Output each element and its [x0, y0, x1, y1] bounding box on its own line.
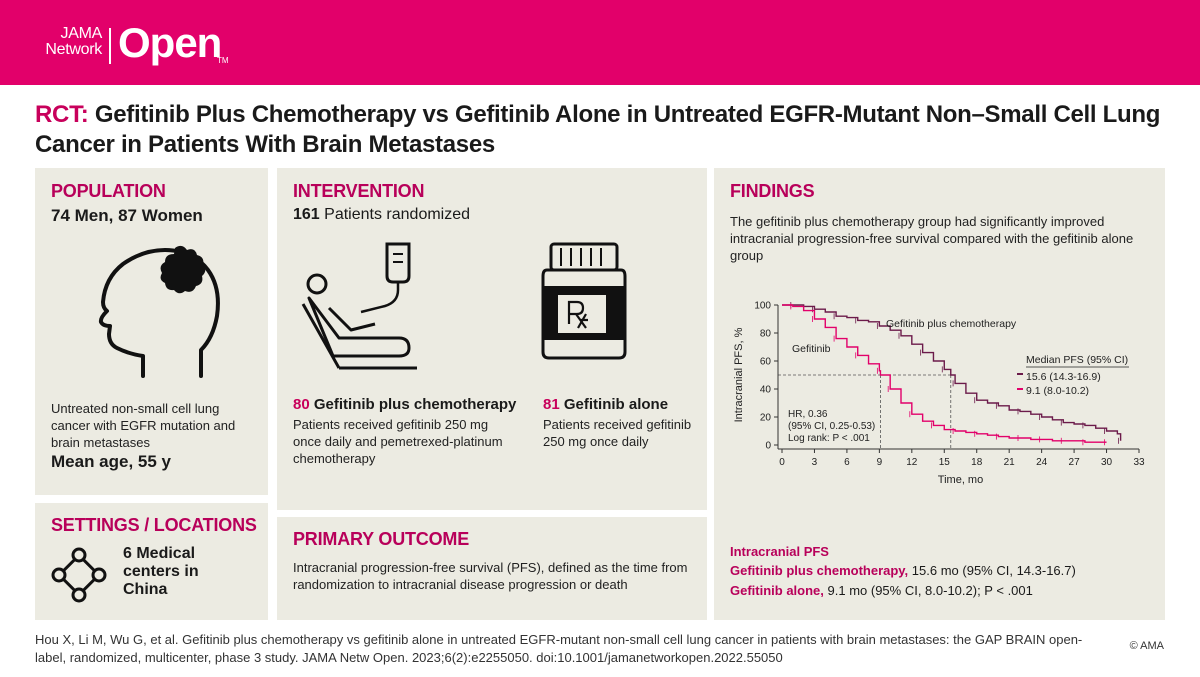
x-tick-label: 30 — [1101, 457, 1113, 468]
settings-panel: SETTINGS / LOCATIONS 6 Medical centers i… — [35, 503, 268, 620]
primary-outcome-text: Intracranial progression-free survival (… — [293, 560, 688, 592]
series-label-alone: Gefitinib — [792, 343, 831, 355]
x-tick-label: 15 — [939, 457, 951, 468]
findings-results: Intracranial PFS Gefitinib plus chemothe… — [730, 542, 1150, 601]
results-heading: Intracranial PFS — [730, 544, 829, 559]
settings-text: 6 Medical centers in China — [123, 545, 199, 598]
x-tick-label: 0 — [779, 457, 785, 468]
findings-heading: FINDINGS — [730, 181, 815, 201]
arm2-description: Patients received gefitinib 250 mg once … — [543, 417, 692, 449]
arm1-count: 80 — [293, 396, 310, 413]
arm1-name: Gefitinib plus chemotherapy — [313, 396, 517, 413]
findings-panel: FINDINGS The gefitinib plus chemotherapy… — [714, 168, 1165, 620]
arm2-count: 81 — [543, 396, 560, 413]
population-mean-age: Mean age, 55 y — [51, 452, 172, 471]
x-tick-label: 18 — [971, 457, 983, 468]
km-curve-chemo — [782, 304, 1122, 441]
hr-line2: (95% CI, 0.25-0.53) — [788, 421, 875, 432]
study-type-tag: RCT: — [35, 101, 89, 128]
primary-outcome-panel: PRIMARY OUTCOME Intracranial progression… — [277, 517, 707, 620]
copyright: © AMA — [1129, 640, 1164, 652]
hr-line1: HR, 0.36 — [788, 409, 828, 420]
page-title: RCT: Gefitinib Plus Chemotherapy vs Gefi… — [35, 100, 1175, 160]
population-heading: POPULATION — [51, 181, 166, 201]
x-tick-label: 21 — [1004, 457, 1016, 468]
y-tick-label: 60 — [760, 357, 772, 368]
result2-label: Gefitinib alone, — [730, 583, 824, 598]
logo-trademark: TM — [217, 56, 229, 65]
head-tumor-icon — [53, 238, 243, 388]
median-pfs-chemo: 15.6 (14.3-16.9) — [1026, 371, 1101, 383]
arm1-description: Patients received gefitinib 250 mg once … — [293, 417, 503, 466]
hr-line3: Log rank: P < .001 — [788, 433, 870, 444]
population-panel: POPULATION 74 Men, 87 Women Untreated no… — [35, 168, 268, 495]
y-axis-label: Intracranial PFS, % — [733, 327, 745, 422]
network-nodes-icon — [51, 547, 107, 603]
y-tick-label: 0 — [765, 441, 771, 452]
header-bar: JAMA Network Open TM — [0, 0, 1200, 85]
logo-line-network: Network — [45, 41, 102, 58]
x-tick-label: 33 — [1133, 457, 1145, 468]
x-tick-label: 9 — [877, 457, 883, 468]
series-label-chemo: Gefitinib plus chemotherapy — [886, 318, 1017, 330]
x-tick-label: 3 — [812, 457, 818, 468]
citation: Hou X, Li M, Wu G, et al. Gefitinib plus… — [35, 632, 1083, 665]
prescription-bottle-icon — [539, 240, 629, 360]
title-text: Gefitinib Plus Chemotherapy vs Gefitinib… — [35, 101, 1161, 158]
arm1-title: 80 Gefitinib plus chemotherapy — [293, 396, 516, 413]
result1-value: 15.6 mo (95% CI, 14.3-16.7) — [908, 563, 1076, 578]
intervention-panel: INTERVENTION 161 Patients randomized — [277, 168, 707, 510]
population-description: Untreated non-small cell lung cancer wit… — [51, 401, 236, 450]
km-chart: 0 3 6 9 12 15 18 21 24 27 30 33 0 20 40 60 80 100 Time, mo… — [733, 301, 1145, 487]
y-tick-label: 40 — [760, 385, 772, 396]
x-tick-label: 12 — [906, 457, 918, 468]
y-tick-label: 20 — [760, 413, 772, 424]
x-tick-label: 27 — [1069, 457, 1081, 468]
y-tick-label: 100 — [754, 301, 771, 312]
logo-line-jama: JAMA — [60, 25, 103, 42]
x-tick-label: 6 — [844, 457, 850, 468]
x-tick-label: 24 — [1036, 457, 1048, 468]
population-counts: 74 Men, 87 Women — [51, 206, 203, 225]
primary-outcome-heading: PRIMARY OUTCOME — [293, 529, 470, 549]
arm2-title: 81 Gefitinib alone — [543, 396, 668, 413]
y-tick-label: 80 — [760, 329, 772, 340]
result2-value: 9.1 mo (95% CI, 8.0-10.2); P < .001 — [823, 583, 1033, 598]
median-pfs-alone: 9.1 (8.0-10.2) — [1026, 385, 1089, 397]
findings-summary: The gefitinib plus chemotherapy group ha… — [730, 214, 1134, 263]
logo-open: Open — [118, 19, 222, 66]
result1-label: Gefitinib plus chemotherapy, — [730, 563, 909, 578]
arm2-name: Gefitinib alone — [563, 396, 669, 413]
x-axis-label: Time, mo — [938, 474, 983, 486]
randomized-line: 161 Patients randomized — [293, 206, 470, 224]
randomized-label: Patients randomized — [324, 206, 471, 223]
km-curve-alone — [782, 304, 1107, 443]
iv-chemo-patient-icon — [299, 238, 429, 378]
median-pfs-heading: Median PFS (95% CI) — [1026, 354, 1128, 366]
settings-heading: SETTINGS / LOCATIONS — [51, 515, 257, 535]
intervention-heading: INTERVENTION — [293, 181, 425, 201]
randomized-count: 161 — [293, 206, 320, 223]
logo-divider — [109, 28, 111, 64]
